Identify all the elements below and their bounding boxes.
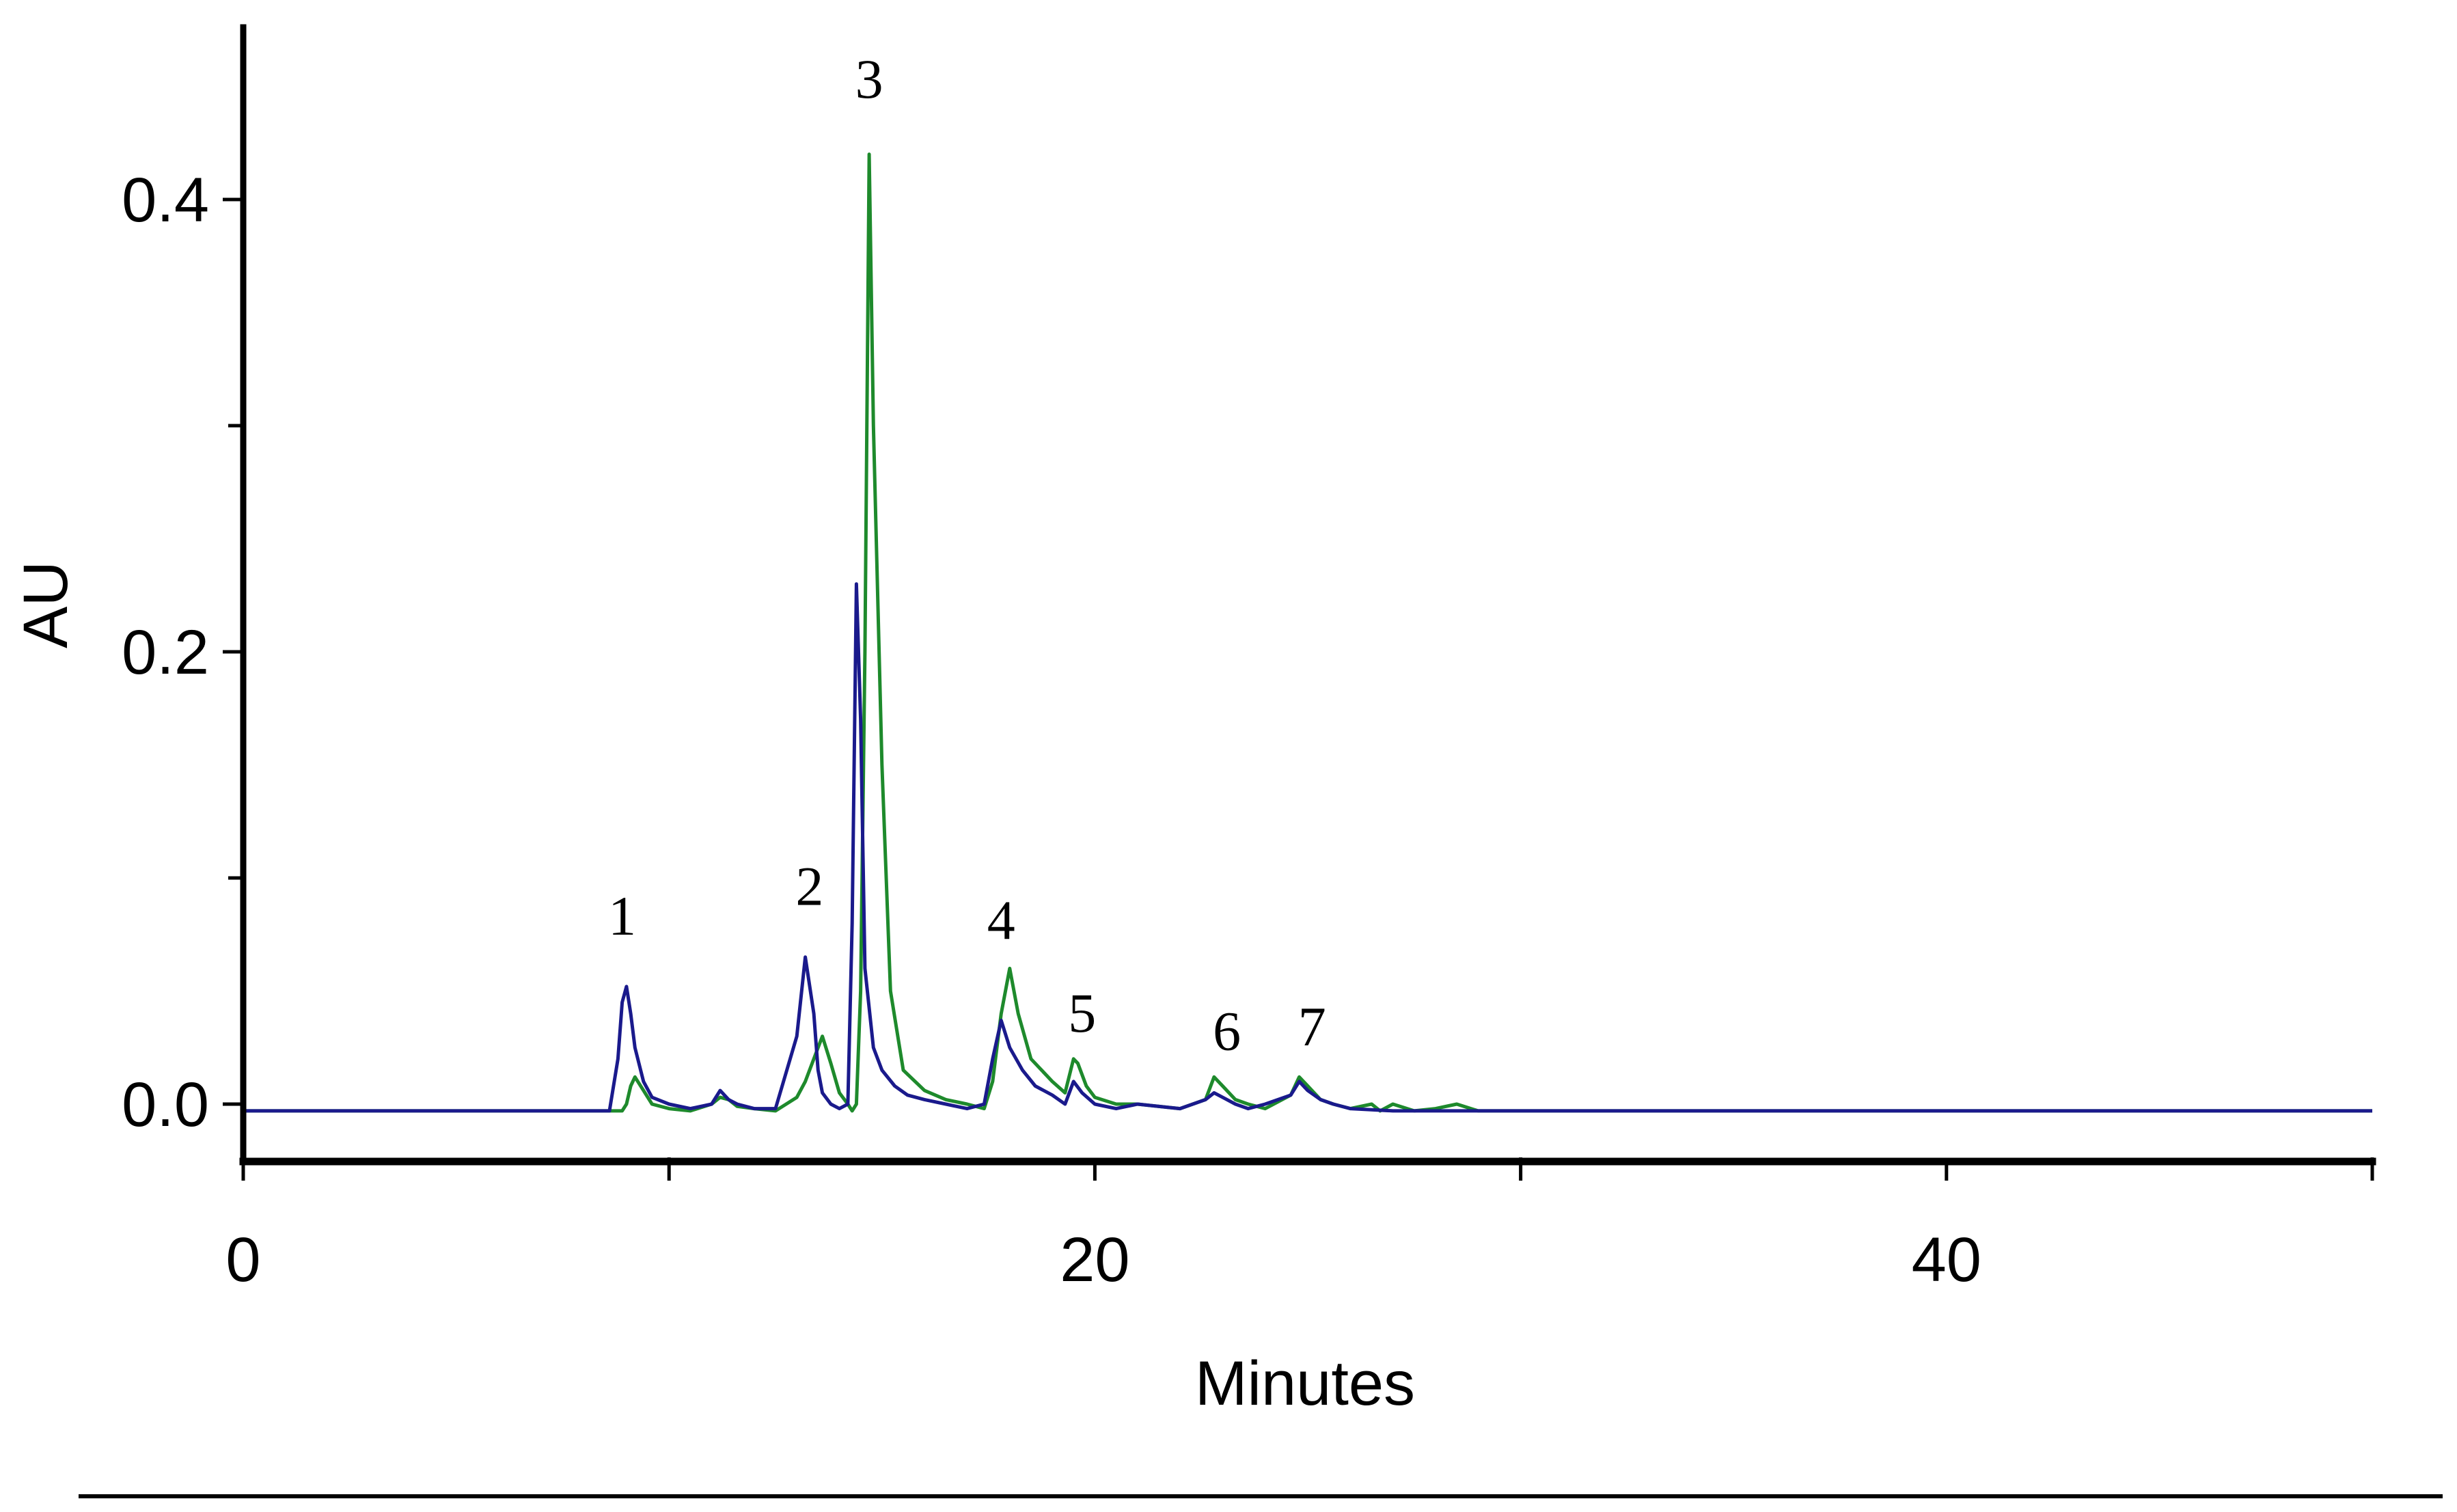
ticks-group: 0 20 40 0.0 0.2 0.4 xyxy=(122,165,2374,1295)
peak-label-6: 6 xyxy=(1213,1000,1241,1062)
series-line-1 xyxy=(243,152,2372,1113)
x-tick-label: 20 xyxy=(1060,1225,1129,1295)
axes-group xyxy=(239,24,2376,1166)
x-tick-label: 0 xyxy=(225,1225,260,1295)
peak-label-4: 4 xyxy=(987,889,1015,951)
peak-label-2: 2 xyxy=(795,855,823,918)
x-axis-label: Minutes xyxy=(1195,1349,1415,1418)
peak-label-7: 7 xyxy=(1298,995,1326,1058)
y-tick-label: 0.4 xyxy=(122,165,209,235)
series-line-2 xyxy=(243,582,2372,1113)
peak-label-5: 5 xyxy=(1068,982,1096,1044)
peak-label-1: 1 xyxy=(608,885,636,947)
series-group xyxy=(243,152,2372,1113)
x-tick-label: 40 xyxy=(1912,1225,1981,1295)
y-axis-label: AU xyxy=(11,561,81,648)
y-tick-label: 0.2 xyxy=(122,618,209,687)
peak-label-3: 3 xyxy=(855,48,883,110)
y-tick-label: 0.0 xyxy=(122,1070,209,1140)
